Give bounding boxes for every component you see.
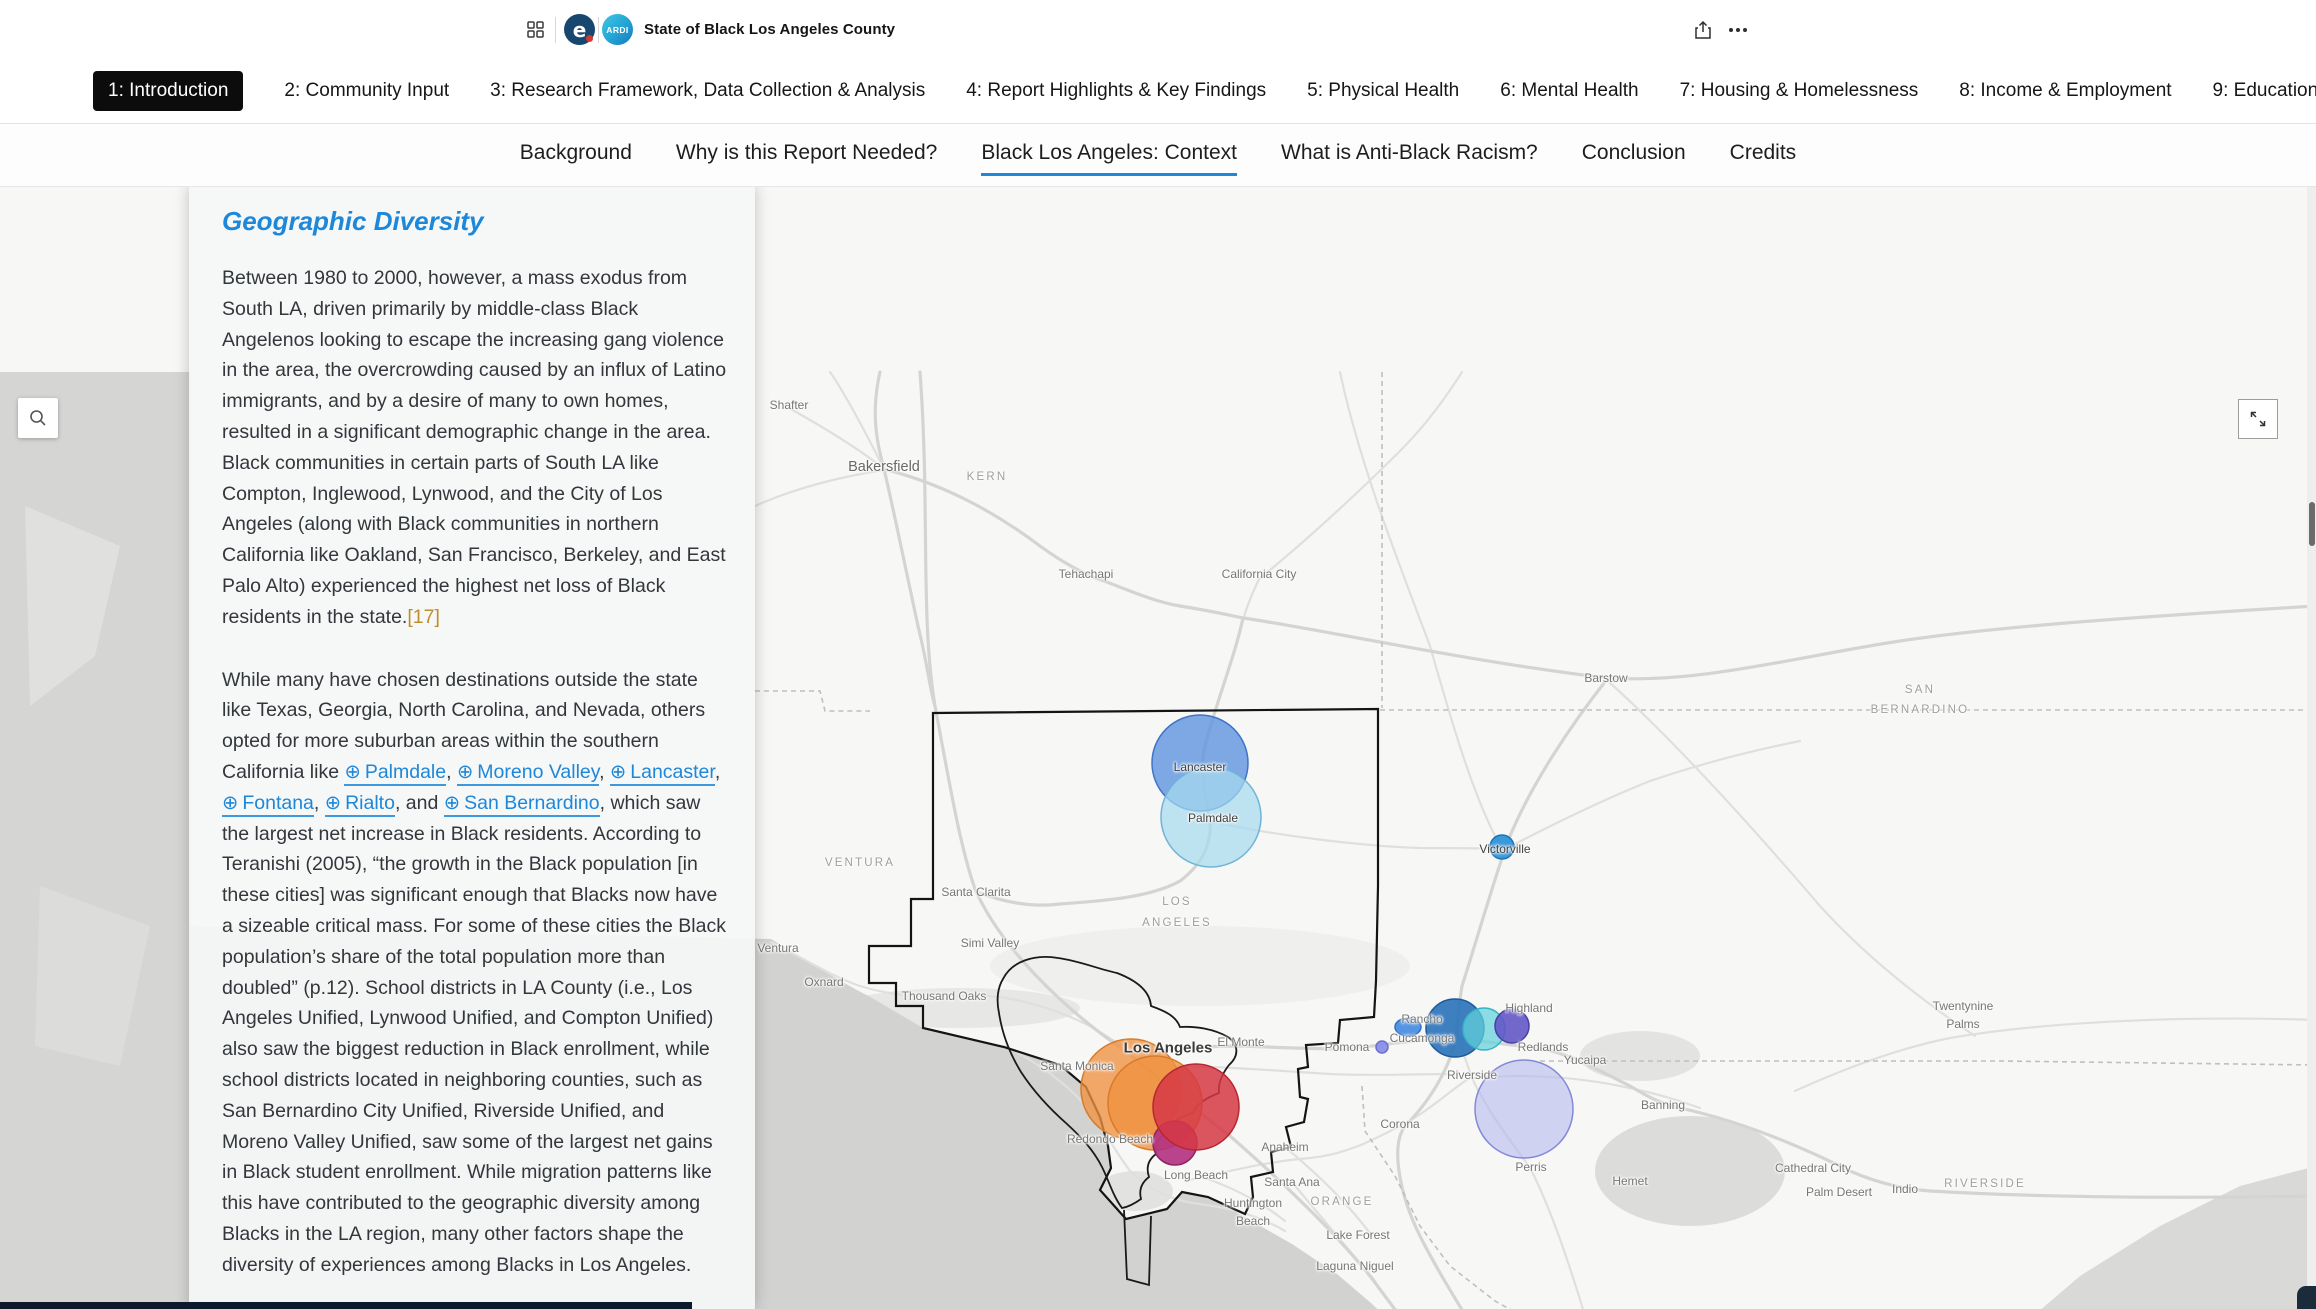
section-link[interactable]: Black Los Angeles: Context	[981, 135, 1237, 176]
expand-icon	[2250, 411, 2266, 427]
ellipsis-icon	[1729, 27, 1747, 32]
map-bubble-south-la-red[interactable]	[1152, 1063, 1240, 1151]
chapter-tab[interactable]: 6: Mental Health	[1500, 80, 1639, 101]
circle-plus-icon: ⊕	[456, 760, 474, 783]
more-options-button[interactable]	[1728, 0, 1748, 59]
section-link[interactable]: Credits	[1730, 135, 1797, 176]
page-scrollbar[interactable]	[2307, 186, 2316, 1309]
circle-plus-icon: ⊕	[324, 791, 342, 814]
paragraph-2: While many have chosen destinations outs…	[222, 668, 726, 1276]
esri-logo[interactable]: e	[564, 0, 595, 59]
map-expand-button[interactable]	[2238, 399, 2278, 439]
map-bubble-rancho-cucamonga[interactable]	[1394, 1017, 1422, 1037]
map-bubble-pomona-dot[interactable]	[1375, 1040, 1389, 1054]
circle-plus-icon: ⊕	[222, 791, 239, 814]
chapter-tab[interactable]: 7: Housing & Homelessness	[1679, 80, 1919, 101]
section-link[interactable]: What is Anti-Black Racism?	[1281, 135, 1538, 176]
map-bubble-palmdale[interactable]	[1160, 766, 1262, 868]
map-action-link[interactable]: ⊕ Lancaster	[609, 760, 715, 786]
share-icon	[1695, 20, 1711, 39]
section-link[interactable]: Conclusion	[1582, 135, 1686, 176]
esri-logo-red-dot	[586, 35, 593, 42]
chapter-tab[interactable]: 9: Education	[2213, 80, 2316, 102]
population-bubble-layer	[1080, 714, 1574, 1166]
chapter-tab[interactable]: 8: Income & Employment	[1959, 80, 2172, 101]
waffle-grid-icon	[527, 21, 544, 38]
header-divider	[598, 17, 599, 43]
map-bubble-victorville[interactable]	[1489, 834, 1515, 860]
map-search-button[interactable]	[18, 398, 58, 438]
circle-plus-icon: ⊕	[443, 791, 461, 814]
chapter-tab[interactable]: 5: Physical Health	[1307, 80, 1460, 101]
chapter-tab[interactable]: 3: Research Framework, Data Collection &…	[490, 80, 926, 101]
scrollbar-thumb[interactable]	[2309, 502, 2315, 546]
story-title: State of Black Los Angeles County	[644, 21, 896, 38]
chapter-navigation: 1: Introduction 2: Community Input 3: Rese…	[0, 59, 2316, 124]
circle-plus-icon: ⊕	[609, 760, 627, 783]
chapter-tab[interactable]: 2: Community Input	[284, 80, 450, 101]
circle-plus-icon: ⊕	[344, 760, 361, 783]
share-button[interactable]	[1694, 0, 1712, 59]
app-launcher-button[interactable]	[527, 0, 544, 59]
section-link[interactable]: Background	[520, 135, 632, 176]
search-icon	[30, 410, 46, 426]
story-text-panel[interactable]: Geographic Diversity Between 1980 to 200…	[189, 186, 755, 1309]
ardi-org-badge[interactable]: ARDI	[602, 0, 633, 59]
map-action-link[interactable]: ⊕ Fontana	[222, 791, 314, 817]
section-link[interactable]: Why is this Report Needed?	[676, 135, 937, 176]
paragraph-1: Between 1980 to 2000, however, a mass ex…	[222, 267, 727, 628]
section-heading: Geographic Diversity	[222, 206, 484, 236]
la-county-boundary	[867, 707, 1380, 1221]
header-divider	[555, 17, 556, 43]
map-action-link[interactable]: ⊕ San Bernardino	[443, 791, 600, 817]
map-action-link[interactable]: ⊕ Palmdale	[344, 760, 447, 786]
next-section-peek	[0, 1302, 692, 1309]
map-bubble-highland-purple[interactable]	[1494, 1008, 1530, 1044]
map-action-link[interactable]: ⊕ Rialto	[324, 791, 395, 817]
map-bubble-riverside-lavender[interactable]	[1474, 1059, 1574, 1159]
section-navigation: Background Why is this Report Needed? Blac…	[0, 125, 2316, 187]
map-action-link[interactable]: ⊕ Moreno Valley	[456, 760, 600, 786]
chapter-tab[interactable]: 1: Introduction	[93, 71, 244, 111]
chapter-tab[interactable]: 4: Report Highlights & Key Findings	[966, 80, 1267, 101]
app-header: e ARDI State of Black Los Angeles County	[0, 0, 2316, 60]
next-section-corner	[2297, 1286, 2316, 1309]
citation-link-17[interactable]: [17]	[407, 605, 440, 628]
esri-logo-letter: e	[572, 17, 587, 42]
